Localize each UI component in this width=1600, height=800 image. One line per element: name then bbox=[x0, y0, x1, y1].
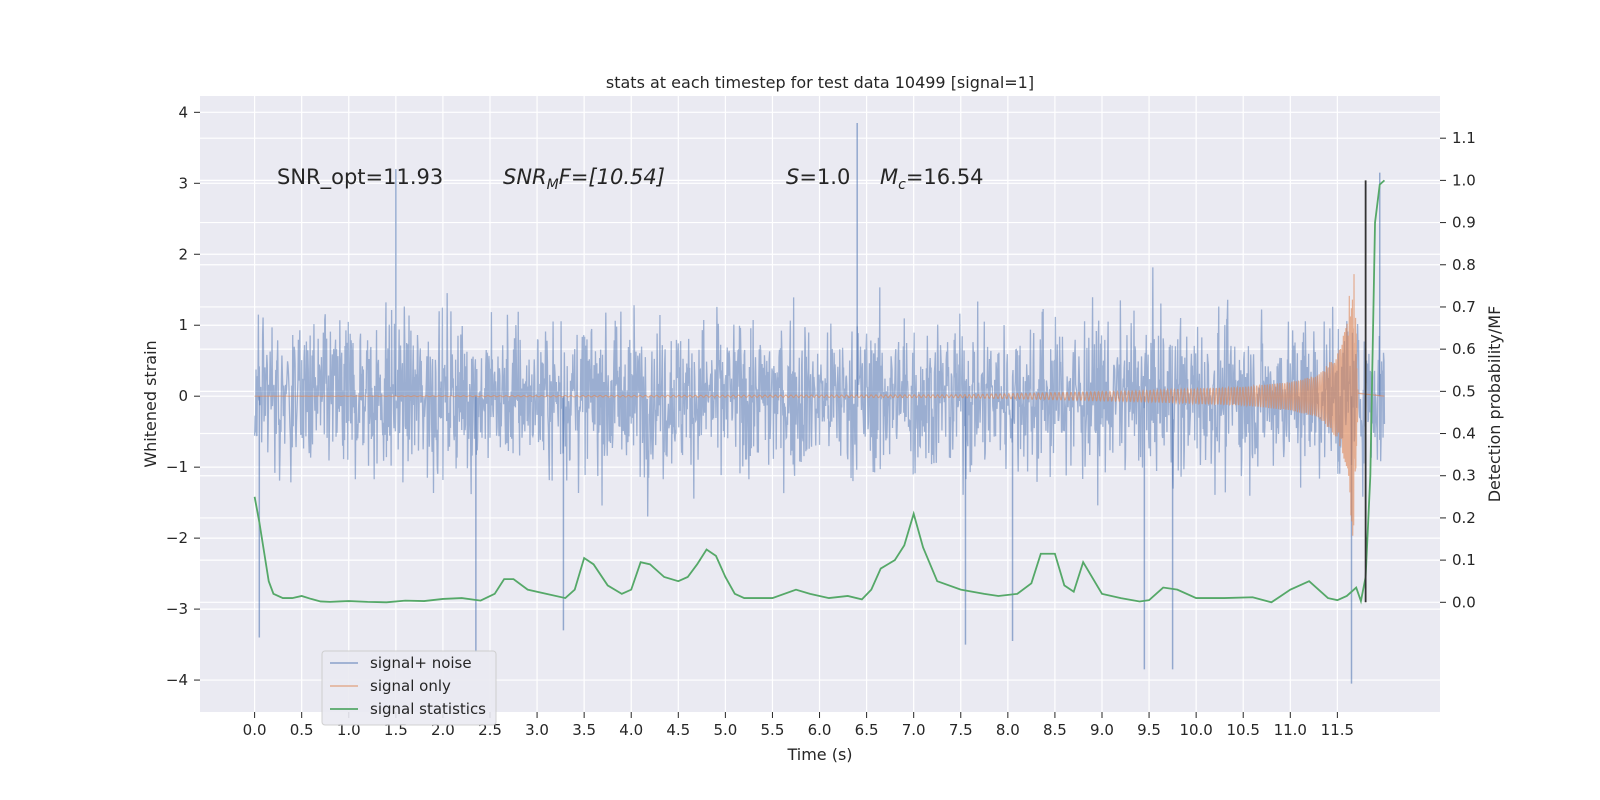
annotation-s-prefix: S bbox=[786, 165, 799, 189]
y-tick-label: −4 bbox=[166, 671, 188, 689]
y-tick-label: 3 bbox=[178, 174, 188, 192]
legend-label-signal-plus-noise: signal+ noise bbox=[370, 654, 472, 672]
y-tick-label: −2 bbox=[166, 529, 188, 547]
x-tick-label: 0.5 bbox=[290, 721, 314, 739]
x-tick-label: 3.0 bbox=[525, 721, 549, 739]
y2-tick-label: 0.5 bbox=[1452, 382, 1476, 400]
stats-line bbox=[253, 179, 1386, 605]
annotation-snr-mf-sub: M bbox=[547, 177, 559, 193]
annotation-snr-mf-rest: F=[10.54] bbox=[559, 165, 665, 189]
annotation-s: S=1.0 bbox=[786, 165, 850, 189]
y-tick-label: −3 bbox=[166, 600, 188, 618]
annotation-mc-sub: c bbox=[898, 177, 906, 193]
series-signal-only bbox=[254, 274, 1385, 536]
y2-tick-label: 0.3 bbox=[1452, 467, 1476, 485]
legend-label-signal-only: signal only bbox=[370, 677, 451, 695]
y2-tick-label: 1.1 bbox=[1452, 129, 1476, 147]
legend-box bbox=[321, 650, 497, 726]
x-tick-label: 3.5 bbox=[572, 721, 596, 739]
x-tick-label: 0.0 bbox=[243, 721, 267, 739]
y-tick-label: 4 bbox=[178, 103, 188, 121]
legend-label-signal-statistics: signal statistics bbox=[370, 700, 486, 718]
x-tick-label: 8.5 bbox=[1043, 721, 1067, 739]
annotation-snr-mf-prefix: SNR bbox=[503, 165, 547, 189]
series-signal-plus-noise bbox=[253, 122, 1386, 684]
annotation-snr-opt: SNR_opt=11.93 bbox=[277, 165, 443, 190]
y2-axis-label: Detection probability/MF bbox=[1485, 306, 1504, 503]
noise-trace bbox=[253, 267, 1386, 517]
x-tick-label: 6.0 bbox=[808, 721, 832, 739]
y-axis-label: Whitened strain bbox=[141, 340, 160, 467]
y2-tick-label: 0.1 bbox=[1452, 551, 1476, 569]
x-tick-label: 7.0 bbox=[902, 721, 926, 739]
y-tick-label: 1 bbox=[178, 316, 188, 334]
x-tick-label: 9.0 bbox=[1090, 721, 1114, 739]
annotation-mc: Mc=16.54 bbox=[880, 165, 984, 193]
y2-axis-ticks: 1.1 1.0 0.9 0.8 0.7 0.6 0.5 0.4 0.3 0.2 0.1 0.0 bbox=[1440, 129, 1476, 611]
y2-tick-label: 0.7 bbox=[1452, 298, 1476, 316]
signal-trace bbox=[254, 274, 1385, 536]
y-tick-label: −1 bbox=[166, 458, 188, 476]
annotation-mc-rest: =16.54 bbox=[906, 165, 984, 189]
legend: signal+ noise signal only signal statist… bbox=[321, 650, 497, 726]
annotation-mc-prefix: M bbox=[880, 165, 898, 189]
x-tick-label: 7.5 bbox=[949, 721, 973, 739]
y2-tick-label: 0.2 bbox=[1452, 509, 1476, 527]
annotation-snr-mf: SNRMF=[10.54] bbox=[503, 165, 665, 193]
annotation-s-rest: =1.0 bbox=[799, 165, 850, 189]
x-tick-label: 6.5 bbox=[855, 721, 879, 739]
x-tick-label: 11.5 bbox=[1321, 721, 1354, 739]
x-tick-label: 8.0 bbox=[996, 721, 1020, 739]
x-tick-label: 11.0 bbox=[1274, 721, 1307, 739]
y2-tick-label: 0.6 bbox=[1452, 340, 1476, 358]
y2-tick-label: 0.8 bbox=[1452, 256, 1476, 274]
x-tick-label: 5.5 bbox=[761, 721, 785, 739]
y2-tick-label: 1.0 bbox=[1452, 171, 1476, 189]
y-tick-label: 0 bbox=[178, 387, 188, 405]
y2-tick-label: 0.0 bbox=[1452, 593, 1476, 611]
x-tick-label: 10.0 bbox=[1179, 721, 1212, 739]
series-signal-statistics bbox=[253, 179, 1386, 605]
x-tick-label: 9.5 bbox=[1137, 721, 1161, 739]
x-axis-ticks: 0.0 0.5 1.0 1.5 2.0 2.5 3.0 3.5 4.0 4.5 5.0 5.5 6.0 6… bbox=[243, 712, 1354, 739]
x-tick-label: 4.0 bbox=[619, 721, 643, 739]
y-axis-ticks: 4 3 2 1 0 −1 −2 −3 −4 bbox=[166, 103, 200, 689]
chart-title: stats at each timestep for test data 104… bbox=[606, 73, 1034, 92]
annotations: SNR_opt=11.93 SNRMF=[10.54] S=1.0 Mc=16.… bbox=[277, 165, 984, 193]
x-axis-label: Time (s) bbox=[786, 745, 852, 764]
x-tick-label: 5.0 bbox=[713, 721, 737, 739]
x-tick-label: 4.5 bbox=[666, 721, 690, 739]
y2-tick-label: 0.4 bbox=[1452, 425, 1476, 443]
y-tick-label: 2 bbox=[178, 245, 188, 263]
x-tick-label: 10.5 bbox=[1227, 721, 1260, 739]
y2-tick-label: 0.9 bbox=[1452, 214, 1476, 232]
